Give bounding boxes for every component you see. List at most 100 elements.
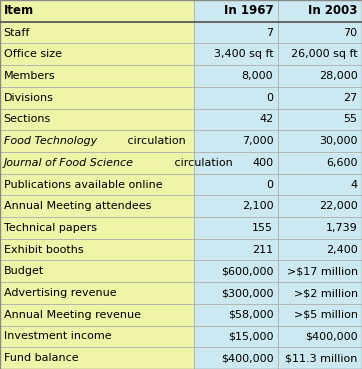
Bar (194, 217, 278, 239)
Bar (0, 239, 194, 261)
Text: Food Technology: Food Technology (4, 136, 97, 146)
Bar (278, 239, 362, 261)
Text: 400: 400 (252, 158, 273, 168)
Bar (194, 195, 278, 217)
Bar (278, 22, 362, 44)
Bar (194, 108, 278, 130)
Bar (278, 304, 362, 325)
Text: 8,000: 8,000 (242, 71, 273, 81)
Bar (0, 22, 194, 44)
Bar (278, 347, 362, 369)
Text: 27: 27 (344, 93, 358, 103)
Bar (0, 0, 194, 22)
Bar (0, 261, 194, 282)
Bar (0, 174, 194, 195)
Text: 2,100: 2,100 (242, 201, 273, 211)
Text: 30,000: 30,000 (319, 136, 358, 146)
Bar (278, 130, 362, 152)
Text: 55: 55 (344, 114, 358, 124)
Bar (0, 195, 194, 217)
Text: Publications available online: Publications available online (4, 179, 162, 190)
Text: 3,400 sq ft: 3,400 sq ft (214, 49, 273, 59)
Text: Investment income: Investment income (4, 331, 111, 341)
Text: $15,000: $15,000 (228, 331, 273, 341)
Text: Annual Meeting revenue: Annual Meeting revenue (4, 310, 140, 320)
Text: 0: 0 (266, 93, 273, 103)
Bar (278, 0, 362, 22)
Text: 22,000: 22,000 (319, 201, 358, 211)
Text: $600,000: $600,000 (221, 266, 273, 276)
Text: 70: 70 (344, 28, 358, 38)
Text: 26,000 sq ft: 26,000 sq ft (291, 49, 358, 59)
Text: Fund balance: Fund balance (4, 353, 78, 363)
Text: $58,000: $58,000 (228, 310, 273, 320)
Text: Budget: Budget (4, 266, 44, 276)
Text: Divisions: Divisions (4, 93, 54, 103)
Text: Staff: Staff (4, 28, 30, 38)
Bar (194, 0, 278, 22)
Text: 1,739: 1,739 (326, 223, 358, 233)
Bar (194, 239, 278, 261)
Bar (194, 304, 278, 325)
Bar (0, 65, 194, 87)
Bar (194, 261, 278, 282)
Text: Sections: Sections (4, 114, 51, 124)
Text: 4: 4 (350, 179, 358, 190)
Text: circulation: circulation (124, 136, 186, 146)
Text: Item: Item (4, 4, 34, 17)
Text: 0: 0 (266, 179, 273, 190)
Bar (278, 325, 362, 347)
Text: Advertising revenue: Advertising revenue (4, 288, 116, 298)
Text: Members: Members (4, 71, 55, 81)
Text: $300,000: $300,000 (221, 288, 273, 298)
Text: Journal of Food Science: Journal of Food Science (4, 158, 134, 168)
Bar (194, 347, 278, 369)
Bar (194, 44, 278, 65)
Bar (0, 130, 194, 152)
Text: 2,400: 2,400 (326, 245, 358, 255)
Bar (194, 65, 278, 87)
Text: 6,600: 6,600 (326, 158, 358, 168)
Bar (194, 22, 278, 44)
Bar (0, 282, 194, 304)
Bar (0, 347, 194, 369)
Bar (278, 152, 362, 174)
Text: 7,000: 7,000 (242, 136, 273, 146)
Bar (278, 87, 362, 108)
Text: 42: 42 (259, 114, 273, 124)
Bar (278, 217, 362, 239)
Text: Office size: Office size (4, 49, 62, 59)
Text: 28,000: 28,000 (319, 71, 358, 81)
Text: $11.3 million: $11.3 million (285, 353, 358, 363)
Text: >$5 million: >$5 million (294, 310, 358, 320)
Bar (0, 44, 194, 65)
Text: 7: 7 (266, 28, 273, 38)
Text: Annual Meeting attendees: Annual Meeting attendees (4, 201, 151, 211)
Text: Technical papers: Technical papers (4, 223, 97, 233)
Text: >$17 million: >$17 million (287, 266, 358, 276)
Text: In 1967: In 1967 (224, 4, 273, 17)
Bar (0, 152, 194, 174)
Text: $400,000: $400,000 (305, 331, 358, 341)
Bar (278, 282, 362, 304)
Bar (278, 195, 362, 217)
Text: $400,000: $400,000 (221, 353, 273, 363)
Bar (0, 217, 194, 239)
Bar (194, 325, 278, 347)
Bar (194, 152, 278, 174)
Bar (0, 325, 194, 347)
Bar (0, 304, 194, 325)
Bar (0, 87, 194, 108)
Bar (194, 130, 278, 152)
Bar (278, 174, 362, 195)
Text: In 2003: In 2003 (308, 4, 358, 17)
Bar (0, 108, 194, 130)
Bar (194, 174, 278, 195)
Bar (278, 65, 362, 87)
Bar (194, 282, 278, 304)
Text: Exhibit booths: Exhibit booths (4, 245, 83, 255)
Text: 211: 211 (252, 245, 273, 255)
Bar (278, 108, 362, 130)
Text: circulation: circulation (171, 158, 233, 168)
Bar (278, 44, 362, 65)
